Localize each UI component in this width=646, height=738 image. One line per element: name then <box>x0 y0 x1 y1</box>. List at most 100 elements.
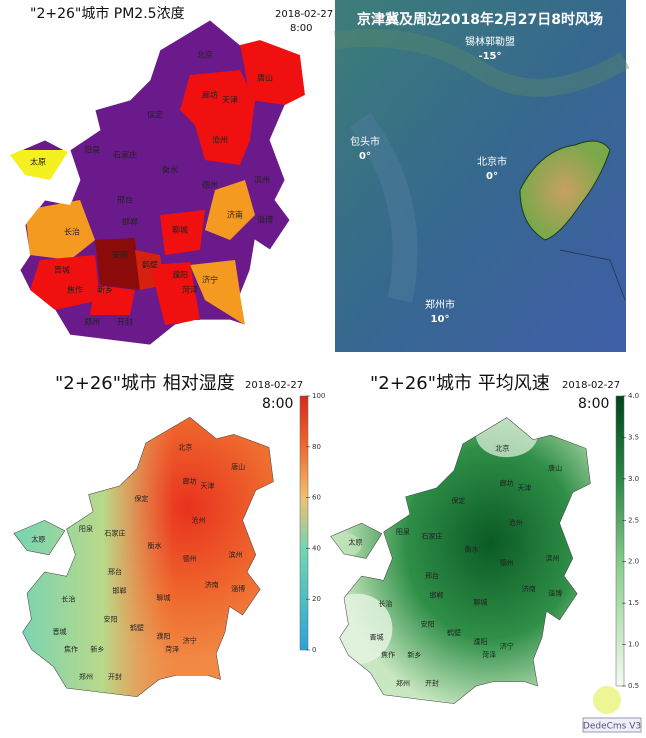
city-label: 石家庄 <box>421 531 442 540</box>
panel-title: 京津冀及周边2018年2月27日8时风场 <box>357 11 603 28</box>
city-label: 长治 <box>64 227 80 237</box>
city-labels: 北京唐山廊坊天津保定沧州太原阳泉石家庄衡水德州滨州邢台济南淄博长治邯郸聊城晋城安… <box>31 442 245 681</box>
colorbar-label: 0.5 <box>628 682 639 690</box>
city-label: 开封 <box>425 678 439 687</box>
place-name: 郑州市 <box>425 298 455 311</box>
panel-title: "2+26"城市 平均风速 <box>370 373 550 394</box>
city-label: 天津 <box>200 482 214 490</box>
city-labels: 北京唐山廊坊天津保定沧州太原阳泉石家庄衡水德州滨州邢台济南淄博长治邯郸聊城晋城安… <box>348 443 562 687</box>
city-label: 濮阳 <box>473 637 487 646</box>
city-label: 唐山 <box>257 73 273 83</box>
city-label: 淄博 <box>231 584 245 593</box>
city-label: 聊城 <box>473 597 487 606</box>
city-label: 德州 <box>500 558 514 567</box>
city-label: 淄博 <box>548 589 562 598</box>
city-label: 滨州 <box>229 550 243 559</box>
city-labels: 北京唐山廊坊天津保定沧州太原阳泉石家庄衡水德州滨州邢台济南淄博长治邯郸聊城晋城安… <box>30 50 273 327</box>
colorbar-label: 2.0 <box>628 558 639 566</box>
colorbar-label: 100 <box>312 392 325 400</box>
city-label: 沧州 <box>509 518 523 527</box>
city-label: 长治 <box>378 599 392 608</box>
city-label: 郑州 <box>84 317 100 327</box>
colorbar-label: 80 <box>312 443 321 451</box>
city-label: 济宁 <box>202 275 218 285</box>
city-label: 长治 <box>61 595 75 604</box>
city-label: 阳泉 <box>84 145 100 155</box>
panel-date: 2018-02-27 <box>275 9 333 20</box>
city-label: 晋城 <box>53 628 67 636</box>
place-name: 包头市 <box>350 135 380 148</box>
place-labels: 锡林郭勒盟 -15° 包头市 0° 北京市 0° 郑州市 10° <box>350 35 515 325</box>
city-label: 鹤壁 <box>142 260 158 270</box>
city-label: 沧州 <box>212 135 228 145</box>
place-name: 北京市 <box>477 155 507 168</box>
city-label: 保定 <box>134 494 148 503</box>
city-label: 濮阳 <box>172 270 188 280</box>
city-label: 濮阳 <box>156 632 170 641</box>
city-label: 阳泉 <box>396 527 410 536</box>
colorbar <box>299 395 309 651</box>
city-label: 焦作 <box>67 285 83 295</box>
city-label: 鹤壁 <box>130 623 144 632</box>
city-label: 阳泉 <box>79 524 93 533</box>
city-label: 德州 <box>183 554 197 563</box>
colorbar-label: 2.5 <box>628 516 639 524</box>
city-label: 廊坊 <box>500 479 514 488</box>
city-label: 石家庄 <box>104 528 125 537</box>
place-temp: -15° <box>478 51 501 62</box>
city-label: 济南 <box>227 210 243 220</box>
colorbar-label: 1.0 <box>628 641 639 649</box>
city-label: 新乡 <box>407 650 421 659</box>
city-label: 邯郸 <box>122 217 138 227</box>
city-label: 新乡 <box>90 644 104 653</box>
watermark-logo <box>593 686 621 714</box>
city-label: 济宁 <box>500 641 514 650</box>
city-label: 太原 <box>348 538 362 547</box>
city-label: 菏泽 <box>482 650 496 659</box>
place-temp: 10° <box>431 314 450 325</box>
place-temp: 0° <box>486 171 498 182</box>
panel-date: 2018-02-27 <box>562 380 620 391</box>
panel-time: 8:00 <box>290 23 312 34</box>
city-label: 北京 <box>197 50 213 60</box>
city-label: 北京 <box>178 442 192 451</box>
city-label: 安阳 <box>421 619 435 628</box>
city-label: 郑州 <box>396 678 410 687</box>
city-label: 保定 <box>147 110 163 120</box>
city-label: 郑州 <box>79 673 93 681</box>
city-label: 廊坊 <box>183 477 197 486</box>
city-label: 唐山 <box>231 462 245 471</box>
city-label: 聊城 <box>156 593 170 602</box>
city-label: 廊坊 <box>202 90 218 100</box>
place-temp: 0° <box>359 151 371 162</box>
colorbar-label: 0 <box>312 646 316 654</box>
wind-panel: 京津冀及周边2018年2月27日8时风场 锡林郭勒盟 -15° 包头市 0° 北京市 0°… <box>333 0 630 352</box>
city-label: 衡水 <box>465 545 479 554</box>
panel-date: 2018-02-27 <box>245 380 303 391</box>
colorbar-ticks: 0 20 40 60 80 100 <box>306 392 325 654</box>
city-label: 鹤壁 <box>447 628 461 637</box>
city-label: 新乡 <box>97 285 113 295</box>
city-label: 邢台 <box>117 195 133 205</box>
city-label: 安阳 <box>112 250 128 260</box>
colorbar <box>615 395 625 687</box>
city-label: 保定 <box>451 496 465 505</box>
city-label: 天津 <box>517 483 531 492</box>
city-label: 晋城 <box>370 633 384 642</box>
watermark: DedeCms V3 <box>583 722 641 732</box>
city-label: 邯郸 <box>112 586 126 595</box>
city-label: 唐山 <box>548 464 562 473</box>
watermark-box <box>582 717 642 733</box>
city-label: 菏泽 <box>182 285 198 295</box>
city-label: 太原 <box>31 534 45 543</box>
panel-title: "2+26"城市 PM2.5浓度 <box>30 5 185 22</box>
pm25-fills <box>10 40 305 325</box>
city-label: 天津 <box>222 95 238 105</box>
city-label: 开封 <box>117 317 133 327</box>
city-label: 滨州 <box>546 553 560 562</box>
city-label: 衡水 <box>148 541 162 550</box>
city-label: 开封 <box>108 672 122 681</box>
city-label: 北京 <box>495 443 509 452</box>
